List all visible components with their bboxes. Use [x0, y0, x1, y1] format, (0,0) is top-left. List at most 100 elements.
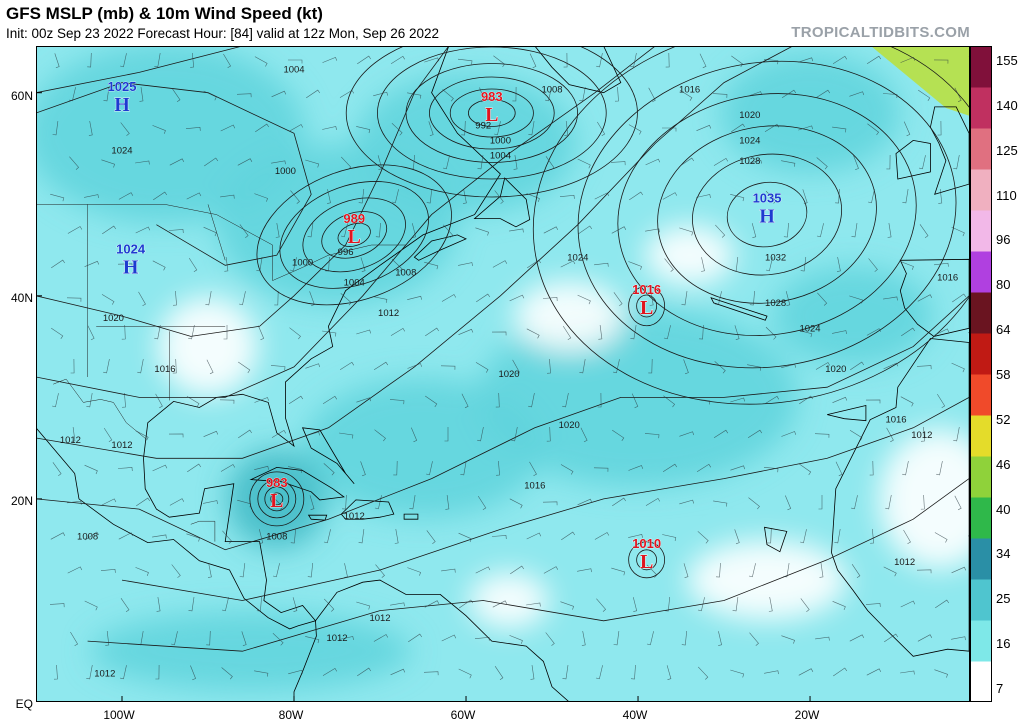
wind-barb — [815, 636, 830, 641]
wind-barb — [173, 290, 177, 306]
wind-barb — [390, 602, 405, 607]
isobar-low-tropical-0 — [636, 549, 658, 571]
border-4 — [53, 378, 147, 440]
wind-barb — [800, 256, 807, 272]
wind-barb — [951, 566, 967, 574]
wind-barb — [526, 328, 540, 339]
wind-barb — [85, 531, 100, 541]
wind-barb — [633, 597, 638, 612]
wind-barb — [426, 188, 433, 204]
isobar-label: 1024 — [111, 146, 132, 157]
wind-barb — [50, 532, 66, 540]
wind-barb — [900, 57, 916, 63]
wind-barb — [594, 532, 610, 540]
wind-barb — [577, 498, 593, 506]
wind-barb — [424, 261, 439, 270]
wind-barb — [951, 226, 965, 237]
isobar-label: 1020 — [739, 110, 760, 121]
wind-barb — [155, 393, 163, 409]
wind-barb — [138, 291, 146, 307]
wind-barb — [424, 600, 440, 608]
wind-barb — [103, 427, 113, 443]
wind-barb — [763, 59, 779, 65]
isobar-label: 1012 — [911, 430, 932, 441]
isobar-label: 1012 — [326, 633, 347, 644]
wind-barb — [476, 293, 491, 303]
lat-label-20n: 20N — [10, 494, 33, 508]
calm-patch-2 — [644, 225, 735, 286]
wind-barb — [764, 670, 779, 675]
wind-barb — [578, 225, 593, 235]
wind-barb — [271, 90, 287, 98]
wind-barb — [49, 603, 65, 608]
wind-barb — [254, 465, 269, 470]
lon-label-100w: 100W — [103, 708, 135, 722]
isobar-label: 1016 — [937, 273, 958, 284]
colorbar-label-58: 58 — [996, 367, 1011, 382]
wind-barb — [798, 668, 814, 676]
wind-barb — [564, 120, 569, 136]
wind-barb — [288, 59, 303, 64]
wind-barb — [563, 52, 568, 68]
wind-barb — [241, 631, 247, 646]
isobar-label: 1008 — [77, 532, 98, 543]
wind-barb — [528, 393, 535, 408]
colorbar-segment — [970, 415, 992, 457]
wind-barb — [305, 431, 320, 437]
wind-barb — [154, 53, 161, 68]
wind-barb — [358, 188, 365, 204]
wind-barb — [559, 194, 575, 199]
isobar-label: 1012 — [344, 511, 365, 522]
land-puerto-rico — [403, 513, 419, 520]
wind-barb — [612, 429, 625, 441]
wind-barb — [360, 257, 366, 272]
wind-barb — [188, 325, 195, 340]
wind-barb — [206, 630, 211, 646]
wind-barb — [781, 635, 795, 644]
wind-shade-5 — [226, 448, 327, 549]
wind-barb — [697, 666, 709, 680]
wind-barb — [954, 87, 962, 103]
colorbar-label-125: 125 — [996, 143, 1018, 158]
wind-barb — [817, 292, 828, 306]
wind-barb — [411, 427, 418, 443]
wind-barb — [628, 124, 642, 135]
wind-barb — [699, 324, 704, 340]
wind-barb — [833, 667, 848, 677]
isobar-label: 1020 — [559, 420, 580, 431]
colorbar-segment — [970, 374, 992, 416]
wind-barb — [509, 635, 523, 644]
wind-barb — [850, 361, 865, 371]
wind-barb — [699, 53, 707, 69]
wind-barb — [461, 393, 469, 409]
wind-barb — [68, 87, 76, 102]
calm-patch-5 — [158, 296, 259, 397]
colorbar-label-46: 46 — [996, 457, 1011, 472]
wind-barb — [545, 632, 555, 646]
wind-barb — [734, 325, 740, 340]
wind-barb — [272, 632, 284, 646]
pressure-center-value: 1024 — [116, 241, 146, 256]
land-british-isles — [929, 106, 970, 195]
colorbar-label-140: 140 — [996, 98, 1018, 113]
wind-barb — [543, 566, 559, 574]
isobar-label: 1012 — [378, 308, 399, 319]
wind-barb — [577, 294, 591, 305]
land-north-america — [36, 46, 501, 630]
wind-barb — [203, 226, 217, 237]
wind-barb — [477, 495, 487, 511]
wind-barb — [152, 260, 166, 271]
wind-barb — [781, 89, 797, 99]
isobar-label: 1008 — [266, 532, 287, 543]
pressure-center-value: 1016 — [632, 282, 661, 297]
wind-barb — [903, 529, 911, 545]
wind-barb — [851, 564, 861, 578]
isobar-high-east-1 — [692, 153, 843, 276]
isobar-label: 1004 — [490, 151, 511, 162]
wind-barb — [869, 460, 874, 476]
wind-barb — [425, 327, 439, 337]
wind-barb — [496, 460, 500, 476]
colorbar-segment — [970, 169, 992, 211]
wind-barb — [934, 669, 948, 678]
wind-barb — [220, 194, 235, 199]
